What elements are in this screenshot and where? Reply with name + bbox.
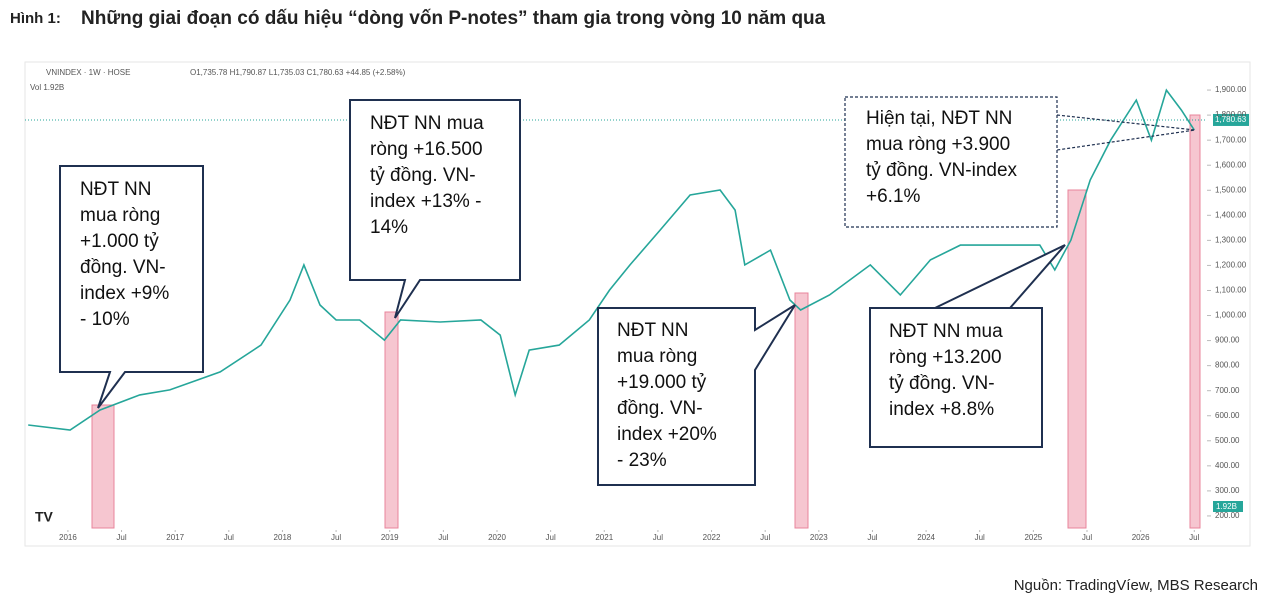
- y-tick-label: 1,400.00: [1215, 210, 1247, 219]
- y-tick-label: 1,600.00: [1215, 160, 1247, 169]
- annotation-line: ròng +16.500: [370, 139, 483, 160]
- x-tick-label: Jul: [975, 533, 985, 542]
- last-price-box: [1213, 113, 1249, 126]
- x-tick-label: 2022: [703, 533, 721, 542]
- annotation-line: index +20%: [617, 424, 717, 445]
- x-tick-label: 2023: [810, 533, 828, 542]
- callout-box: [59, 165, 204, 409]
- y-tick-label: 1,800.00: [1215, 110, 1247, 119]
- y-tick-label: 300.00: [1215, 486, 1240, 495]
- chart-title: Những giai đoạn có dấu hiệu “dòng vốn P-…: [81, 8, 826, 29]
- x-tick-label: 2021: [595, 533, 613, 542]
- annotation-line: NĐT NN mua: [889, 321, 1003, 342]
- source: Nguồn: TradingVíew, MBS Research: [1014, 577, 1258, 594]
- y-tick-label: 700.00: [1215, 386, 1240, 395]
- callout-pointer: [1056, 114, 1196, 151]
- volume: Vol 1.92B: [30, 83, 64, 92]
- y-tick-label: 1,100.00: [1215, 286, 1247, 295]
- period-band: [794, 292, 809, 529]
- x-tick-label: 2019: [381, 533, 399, 542]
- annotation-line: tỷ đồng. VN-: [889, 373, 995, 394]
- x-tick-label: 2018: [274, 533, 292, 542]
- x-tick-label: Jul: [653, 533, 663, 542]
- period-band: [91, 404, 115, 529]
- y-tick-label: 400.00: [1215, 461, 1240, 470]
- callout-box: [349, 99, 521, 319]
- period-band: [1067, 189, 1087, 529]
- annotation-line: +19.000 tỷ: [617, 372, 707, 393]
- y-tick-label: 1,200.00: [1215, 261, 1247, 270]
- annotation-line: +6.1%: [866, 186, 921, 207]
- ohlc: O1,735.78 H1,790.87 L1,735.03 C1,780.63 …: [190, 68, 406, 77]
- x-tick-label: 2016: [59, 533, 77, 542]
- y-tick-label: 1,900.00: [1215, 85, 1247, 94]
- logo: TV: [35, 509, 54, 525]
- annotation-line: NĐT NN mua: [370, 113, 484, 134]
- x-tick-label: Jul: [331, 533, 341, 542]
- annotation-line: NĐT NN: [617, 320, 688, 341]
- annotation-line: ròng +13.200: [889, 347, 1002, 368]
- period-band: [1189, 114, 1201, 529]
- x-tick-label: 2024: [917, 533, 935, 542]
- y-tick-label: 900.00: [1215, 336, 1240, 345]
- y-tick-label: 1,300.00: [1215, 235, 1247, 244]
- periods: [91, 114, 1201, 529]
- annotation-line: tỷ đồng. VN-: [370, 165, 476, 186]
- annotation-line: NĐT NN: [80, 179, 151, 200]
- y-tick-label: 800.00: [1215, 361, 1240, 370]
- annotations: [59, 96, 1196, 486]
- last-volume-label: 1.92B: [1216, 502, 1237, 511]
- x-tick-label: 2017: [166, 533, 184, 542]
- y-tick-label: 200.00: [1215, 511, 1240, 520]
- annotation-line: - 10%: [80, 309, 130, 330]
- annotation-line: tỷ đồng. VN-index: [866, 160, 1018, 181]
- annotation-line: Hiện tại, NĐT NN: [866, 108, 1012, 129]
- price-line: [28, 88, 1195, 431]
- annotation-line: đồng. VN-: [80, 257, 166, 278]
- last-volume-box: [1213, 501, 1243, 512]
- last-price-label: 1,780.63: [1215, 115, 1247, 124]
- x-tick-label: Jul: [760, 533, 770, 542]
- symbol: VNINDEX · 1W · HOSE: [46, 68, 130, 77]
- x-tick-label: Jul: [116, 533, 126, 542]
- x-tick-label: Jul: [867, 533, 877, 542]
- annotation-line: - 23%: [617, 450, 667, 471]
- x-tick-label: Jul: [546, 533, 556, 542]
- figure-label: Hình 1:: [10, 10, 61, 27]
- annotation-line: 14%: [370, 217, 408, 238]
- y-tick-label: 600.00: [1215, 411, 1240, 420]
- annotation-line: index +8.8%: [889, 399, 994, 420]
- annotation-line: index +13% -: [370, 191, 481, 212]
- annotation-line: +1.000 tỷ: [80, 231, 159, 252]
- callout-box: [844, 96, 1058, 228]
- y-tick-label: 1,000.00: [1215, 311, 1247, 320]
- x-tick-label: 2026: [1132, 533, 1150, 542]
- x-tick-label: 2020: [488, 533, 506, 542]
- callout-box: [869, 244, 1066, 448]
- x-tick-label: 2025: [1024, 533, 1042, 542]
- annotation-line: index +9%: [80, 283, 169, 304]
- x-tick-label: Jul: [1082, 533, 1092, 542]
- annotation-line: mua ròng +3.900: [866, 134, 1010, 155]
- x-tick-label: Jul: [1189, 533, 1199, 542]
- annotation-line: đồng. VN-: [617, 398, 703, 419]
- x-tick-label: Jul: [224, 533, 234, 542]
- y-tick-label: 500.00: [1215, 436, 1240, 445]
- annotation-line: mua ròng: [80, 205, 160, 226]
- marks: [25, 88, 1249, 532]
- callout-box: [597, 304, 796, 486]
- annotation-line: mua ròng: [617, 346, 697, 367]
- y-tick-label: 1,500.00: [1215, 185, 1247, 194]
- x-tick-label: Jul: [438, 533, 448, 542]
- period-band: [384, 311, 399, 529]
- annotation-texts: NĐT NN mua ròng +1.000 tỷ đồng. VN-index +9…: [80, 108, 1018, 471]
- y-tick-label: 1,700.00: [1215, 135, 1247, 144]
